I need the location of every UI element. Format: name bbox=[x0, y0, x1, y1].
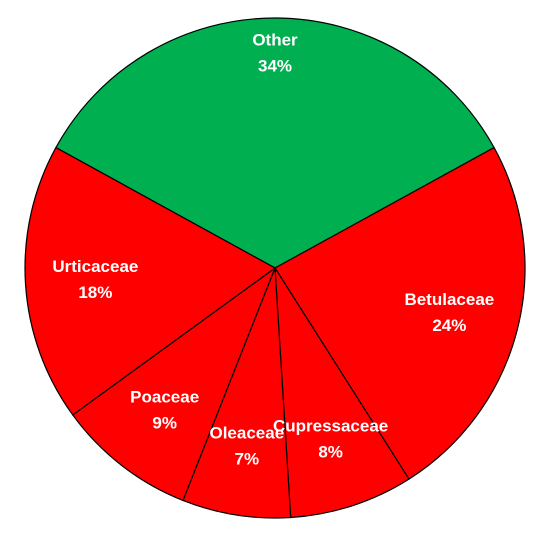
pie-slice bbox=[24, 146, 277, 416]
pie-slice bbox=[55, 17, 495, 269]
slice-value-label: 18% bbox=[78, 283, 112, 302]
slice-value-label: 7% bbox=[235, 449, 260, 468]
pie-slice bbox=[71, 266, 277, 502]
slice-label: Oleaceae bbox=[209, 423, 284, 442]
slice-label: Poaceae bbox=[130, 388, 199, 407]
slice-label: Cupressaceae bbox=[273, 417, 388, 436]
slice-label: Betulaceae bbox=[404, 290, 494, 309]
slice-value-label: 24% bbox=[432, 316, 466, 335]
slice-value-label: 34% bbox=[258, 56, 292, 75]
pie-slice bbox=[274, 146, 526, 480]
slice-label: Urticaceae bbox=[52, 257, 138, 276]
slice-value-label: 9% bbox=[152, 414, 177, 433]
slice-value-label: 8% bbox=[318, 443, 343, 462]
pie-slice bbox=[274, 267, 410, 519]
pie-slice bbox=[182, 267, 292, 519]
slice-label: Other bbox=[252, 30, 298, 49]
